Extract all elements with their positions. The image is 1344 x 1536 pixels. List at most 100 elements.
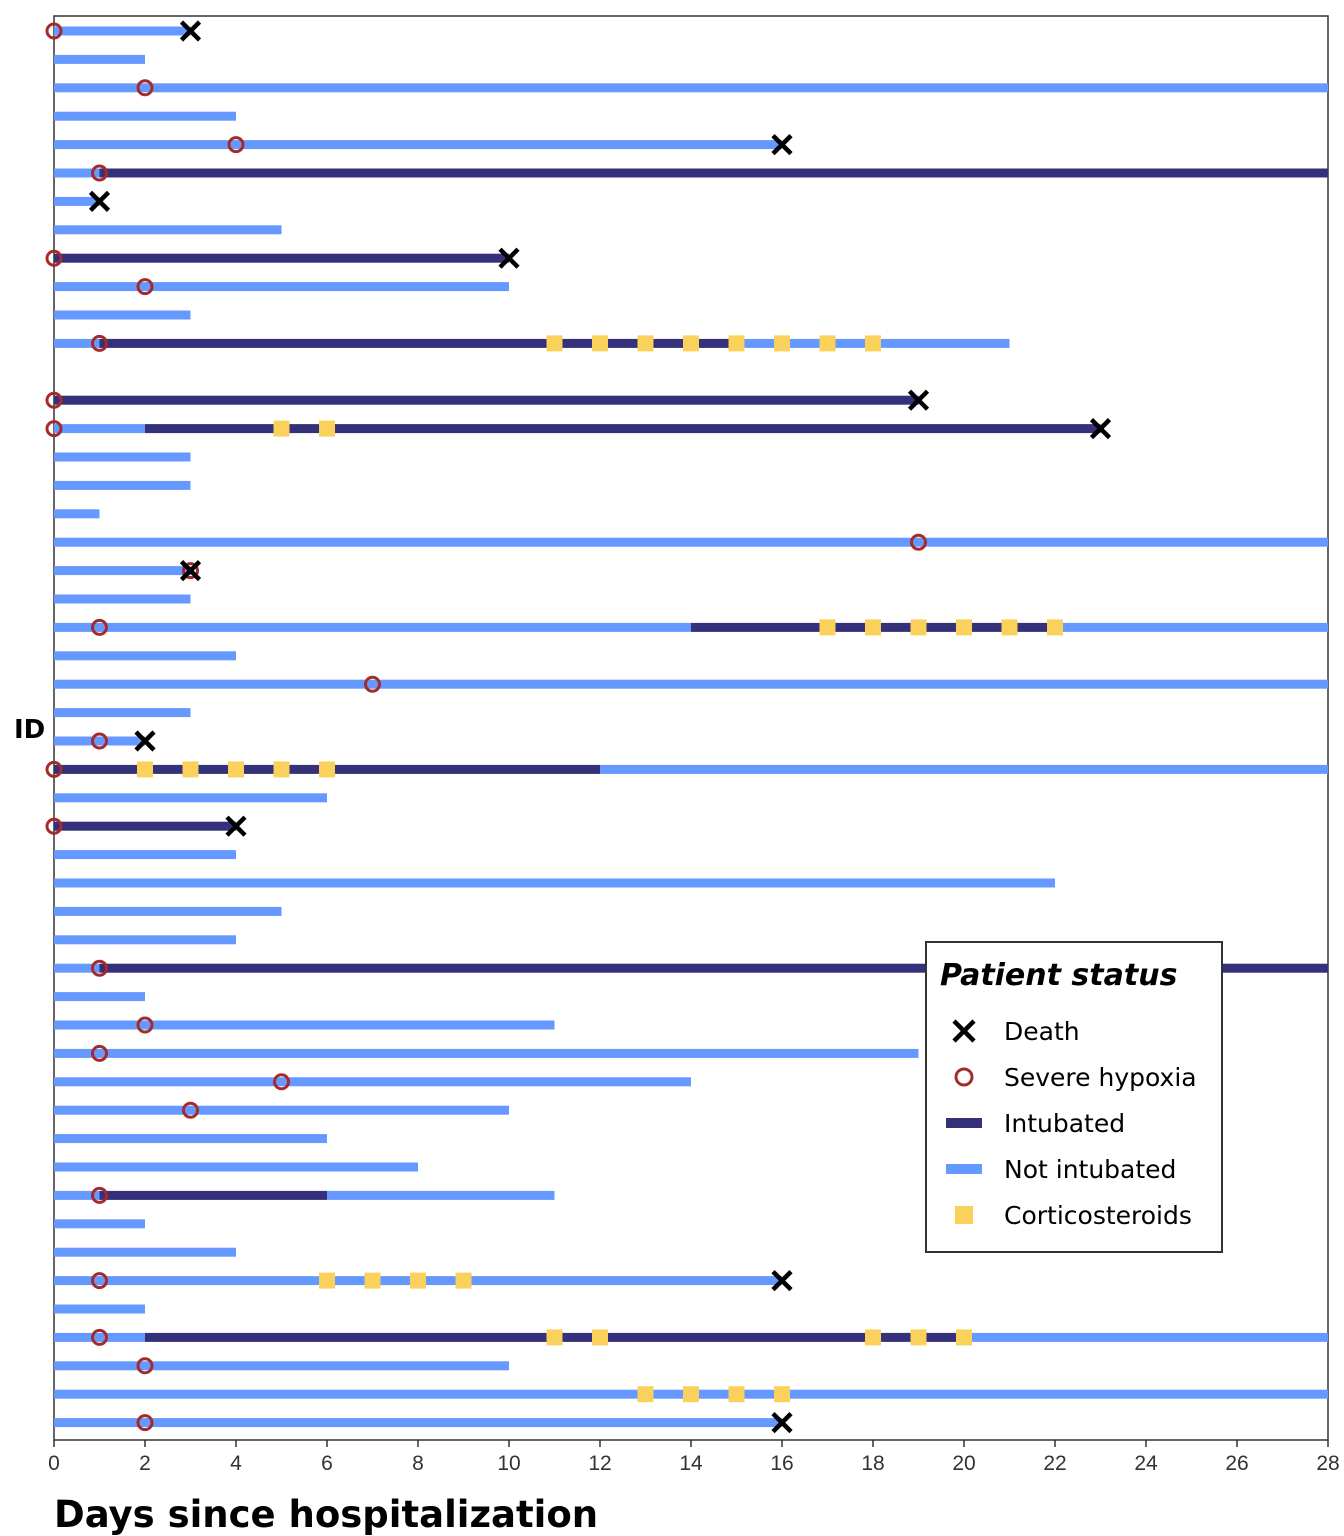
patient-row [54,111,236,121]
patient-row [54,793,327,803]
patient-row [45,389,930,411]
legend-item-hypoxia: Severe hypoxia [954,1063,1197,1092]
patient-row [54,278,509,296]
not-intubated-segment [54,1219,145,1229]
corticosteroid-marker [865,1329,881,1346]
not-intubated-segment [54,935,236,945]
legend-item-not-intubated: Not intubated [946,1155,1176,1184]
corticosteroid-marker [956,1329,972,1346]
corticosteroid-marker [546,1329,563,1346]
patient-row [54,594,191,604]
patient-row [54,79,1328,97]
patient-row [54,730,156,752]
severe-hypoxia-marker [364,675,381,693]
death-marker [771,1412,793,1434]
corticosteroid-marker [319,761,335,778]
severe-hypoxia-marker [136,1414,154,1432]
not-intubated-segment [54,310,191,320]
not-intubated-segment [54,282,509,292]
not-intubated-segment [54,509,100,519]
severe-hypoxia-marker [182,562,199,580]
corticosteroid-marker [774,335,790,352]
not-intubated-segment [54,338,100,348]
not-intubated-segment [964,1332,1328,1342]
severe-hypoxia-marker [273,1073,290,1091]
patient-row [54,164,1328,182]
patient-row [54,452,191,462]
patient-row [54,134,793,156]
x-tick-label: 10 [497,1452,520,1475]
legend: Patient status Death Severe hypoxia Intuba… [925,941,1223,1253]
death-marker [907,389,930,411]
legend-label: Intubated [1004,1109,1125,1138]
legend-title: Patient status [940,958,1177,993]
patient-row [54,992,145,1002]
not-intubated-segment [54,1332,145,1342]
patient-row [54,1134,327,1144]
patient-row [54,1357,509,1375]
not-intubated-segment [54,480,191,490]
x-tick-label: 24 [1134,1452,1158,1475]
severe-hypoxia-marker [910,533,927,551]
severe-hypoxia-marker [45,22,63,40]
x-tick-label: 12 [588,1452,611,1475]
corticosteroid-marker [1001,619,1018,636]
corticosteroid-marker [819,335,836,352]
corticosteroid-marker [683,1386,699,1403]
not-intubated-segment [54,708,191,718]
legend-intubated-icon [946,1118,982,1128]
legend-label: Not intubated [1004,1155,1176,1184]
severe-hypoxia-marker [91,732,108,750]
x-tick-label: 4 [230,1452,242,1475]
patient-row [45,247,520,269]
x-tick-label: 28 [1316,1452,1339,1475]
death-marker [179,560,202,582]
x-tick-label: 20 [952,1452,975,1475]
not-intubated-segment [54,878,1055,888]
severe-hypoxia-marker [91,618,108,636]
corticosteroid-marker [956,619,972,636]
patient-row [54,708,191,718]
patient-row [54,675,1328,693]
plot-area [45,15,1329,1441]
patient-row [54,906,282,916]
severe-hypoxia-marker [182,1101,199,1119]
corticosteroid-marker [728,1386,745,1403]
patient-row [54,1101,509,1119]
legend-not-intubated-icon [946,1164,982,1174]
legend-label: Corticosteroids [1004,1201,1192,1230]
patient-row [54,560,202,582]
patient-row [54,1016,555,1034]
not-intubated-segment [54,111,236,121]
patient-row [54,334,1010,352]
death-marker [498,247,520,269]
not-intubated-segment [54,168,100,178]
not-intubated-segment [54,1077,691,1087]
not-intubated-segment [54,83,1328,93]
not-intubated-segment [54,1105,509,1115]
not-intubated-segment [54,906,282,916]
not-intubated-segment [54,1190,100,1200]
legend-item-intubated: Intubated [946,1109,1125,1138]
corticosteroid-marker [683,335,699,352]
corticosteroid-marker [774,1386,790,1403]
legend-box [925,941,1223,1253]
death-marker [179,20,202,42]
patient-row [54,878,1055,888]
not-intubated-segment [54,1048,919,1058]
not-intubated-segment [1055,622,1328,632]
corticosteroid-marker [273,761,290,778]
x-axis-title: Days since hospitalization [54,1493,598,1536]
severe-hypoxia-marker [91,1272,108,1290]
patient-row [54,1270,793,1292]
corticosteroid-marker [910,619,927,636]
patient-row [45,760,1328,778]
patient-row [54,1073,691,1091]
not-intubated-segment [54,992,145,1002]
not-intubated-segment [54,26,191,36]
severe-hypoxia-marker [45,760,63,778]
severe-hypoxia-marker [136,278,154,296]
patient-row [45,418,1112,440]
x-tick-label: 2 [139,1452,151,1475]
corticosteroid-marker [273,420,290,437]
